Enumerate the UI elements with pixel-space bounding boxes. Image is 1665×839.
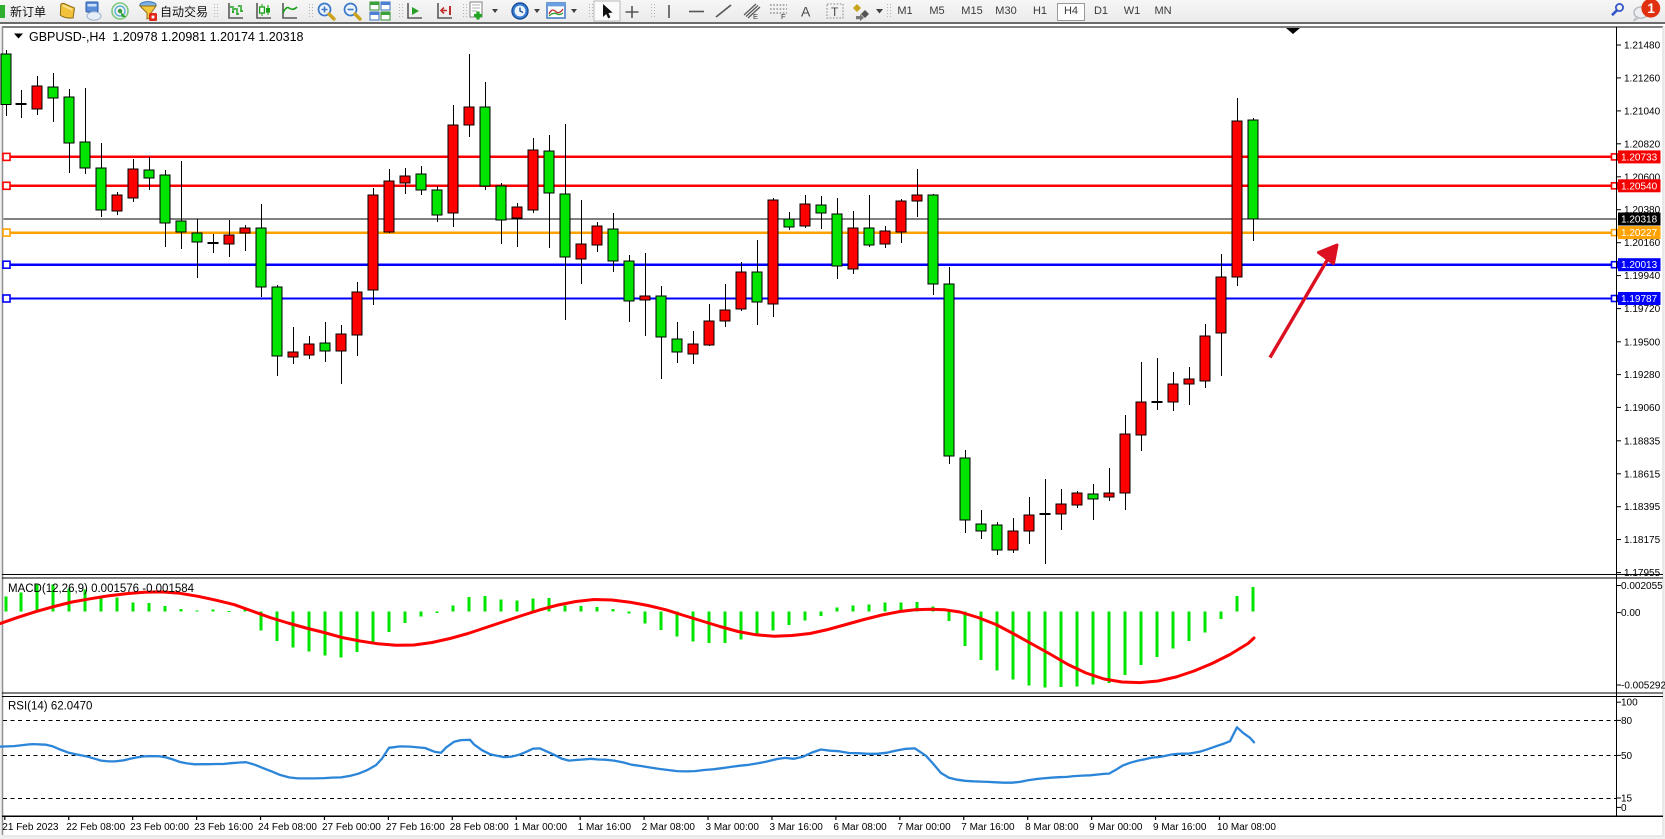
svg-text:E: E [753, 12, 758, 21]
svg-text:1.19720: 1.19720 [1624, 304, 1661, 315]
svg-text:28 Feb 08:00: 28 Feb 08:00 [450, 822, 509, 833]
svg-text:1.19060: 1.19060 [1624, 403, 1661, 414]
svg-text:1.19500: 1.19500 [1624, 337, 1661, 348]
svg-text:1: 1 [1647, 1, 1655, 16]
svg-text:0.002055: 0.002055 [1621, 581, 1663, 592]
svg-text:T: T [831, 5, 839, 19]
svg-text:1.18835: 1.18835 [1624, 436, 1661, 447]
svg-text:1.20160: 1.20160 [1624, 238, 1661, 249]
svg-text:MACD(12,26,9) 0.001576 -0.0015: MACD(12,26,9) 0.001576 -0.001584 [8, 583, 195, 595]
svg-text:27 Feb 00:00: 27 Feb 00:00 [322, 822, 381, 833]
svg-text:1.18395: 1.18395 [1624, 502, 1661, 513]
svg-text:1.19787: 1.19787 [1621, 294, 1658, 305]
svg-text:0.00: 0.00 [1621, 608, 1641, 619]
svg-text:1.20380: 1.20380 [1624, 205, 1661, 216]
svg-text:21 Feb 2023: 21 Feb 2023 [2, 822, 59, 833]
svg-text:7 Mar 16:00: 7 Mar 16:00 [961, 822, 1015, 833]
svg-text:1.20013: 1.20013 [1621, 260, 1658, 271]
svg-text:1.19940: 1.19940 [1624, 271, 1661, 282]
svg-text:24 Feb 08:00: 24 Feb 08:00 [258, 822, 317, 833]
svg-text:8 Mar 08:00: 8 Mar 08:00 [1025, 822, 1079, 833]
svg-text:1.18175: 1.18175 [1624, 535, 1661, 546]
svg-text:GBPUSD-,H4 1.20978 1.20981 1.: GBPUSD-,H4 1.20978 1.20981 1.20174 1.203… [29, 30, 304, 44]
svg-text:7 Mar 00:00: 7 Mar 00:00 [897, 822, 951, 833]
svg-text:1.17955: 1.17955 [1624, 568, 1661, 579]
svg-text:1.20318: 1.20318 [1621, 215, 1658, 226]
svg-text:80: 80 [1621, 716, 1633, 727]
svg-text:1.20820: 1.20820 [1624, 139, 1661, 150]
svg-text:1.21040: 1.21040 [1624, 106, 1661, 117]
svg-text:9 Mar 00:00: 9 Mar 00:00 [1089, 822, 1143, 833]
svg-text:50: 50 [1621, 751, 1633, 762]
svg-text:1.21260: 1.21260 [1624, 73, 1661, 84]
svg-text:F: F [781, 12, 786, 21]
svg-text:23 Feb 00:00: 23 Feb 00:00 [130, 822, 189, 833]
svg-text:9 Mar 16:00: 9 Mar 16:00 [1153, 822, 1207, 833]
svg-text:15: 15 [1621, 794, 1633, 805]
svg-text:1.20600: 1.20600 [1624, 172, 1661, 183]
svg-text:-0.005292: -0.005292 [1621, 681, 1665, 692]
svg-text:1 Mar 00:00: 1 Mar 00:00 [514, 822, 568, 833]
svg-text:1.18615: 1.18615 [1624, 469, 1661, 480]
svg-text:RSI(14) 62.0470: RSI(14) 62.0470 [8, 701, 92, 713]
svg-text:22 Feb 08:00: 22 Feb 08:00 [66, 822, 125, 833]
svg-text:23 Feb 16:00: 23 Feb 16:00 [194, 822, 253, 833]
svg-text:1.19280: 1.19280 [1624, 370, 1661, 381]
svg-text:1.20540: 1.20540 [1621, 181, 1658, 192]
svg-text:2 Mar 08:00: 2 Mar 08:00 [642, 822, 696, 833]
svg-text:A: A [801, 4, 811, 20]
svg-text:6 Mar 08:00: 6 Mar 08:00 [833, 822, 887, 833]
svg-text:27 Feb 16:00: 27 Feb 16:00 [386, 822, 445, 833]
svg-text:1 Mar 16:00: 1 Mar 16:00 [578, 822, 632, 833]
svg-text:0: 0 [1621, 803, 1627, 814]
svg-text:100: 100 [1621, 698, 1638, 709]
svg-text:3 Mar 00:00: 3 Mar 00:00 [706, 822, 760, 833]
svg-text:1.20733: 1.20733 [1621, 152, 1658, 163]
svg-text:3 Mar 16:00: 3 Mar 16:00 [769, 822, 823, 833]
svg-text:10 Mar 08:00: 10 Mar 08:00 [1217, 822, 1276, 833]
svg-text:1.21480: 1.21480 [1624, 41, 1661, 52]
svg-text:1.20227: 1.20227 [1621, 228, 1658, 239]
